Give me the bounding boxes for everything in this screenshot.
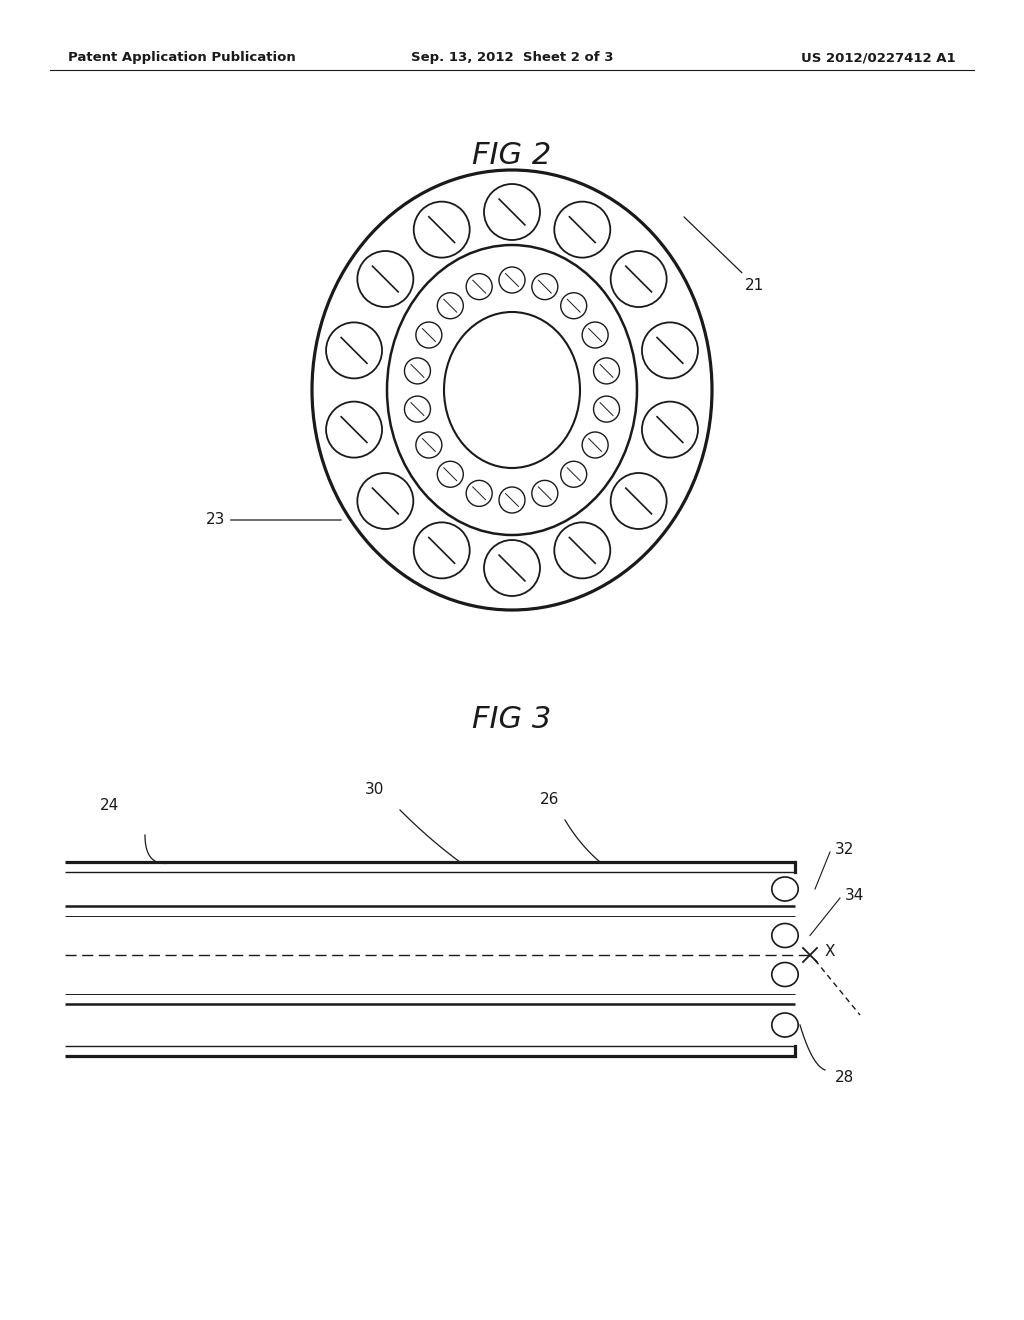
Ellipse shape [484,540,540,597]
Text: 23: 23 [206,512,341,528]
Ellipse shape [404,358,430,384]
Ellipse shape [326,322,382,379]
Ellipse shape [437,461,463,487]
Text: FIG 2: FIG 2 [472,140,552,169]
Text: 34: 34 [845,888,864,903]
Ellipse shape [594,358,620,384]
Ellipse shape [437,293,463,318]
Text: 26: 26 [540,792,559,808]
Ellipse shape [772,1012,798,1038]
Ellipse shape [357,251,414,308]
Text: Patent Application Publication: Patent Application Publication [68,51,296,65]
Ellipse shape [561,293,587,318]
Ellipse shape [466,480,493,507]
Ellipse shape [582,432,608,458]
Ellipse shape [387,246,637,535]
Ellipse shape [499,267,525,293]
Ellipse shape [414,523,470,578]
Ellipse shape [531,480,558,507]
Text: 32: 32 [835,842,854,858]
Ellipse shape [772,924,798,948]
Ellipse shape [444,312,580,469]
Ellipse shape [610,473,667,529]
Ellipse shape [484,183,540,240]
Ellipse shape [772,962,798,986]
Ellipse shape [554,202,610,257]
Ellipse shape [404,396,430,422]
Text: Sep. 13, 2012  Sheet 2 of 3: Sep. 13, 2012 Sheet 2 of 3 [411,51,613,65]
Ellipse shape [561,461,587,487]
Text: 30: 30 [366,783,385,797]
Ellipse shape [414,202,470,257]
Ellipse shape [642,401,698,458]
Ellipse shape [466,273,493,300]
Text: US 2012/0227412 A1: US 2012/0227412 A1 [802,51,956,65]
Ellipse shape [416,432,442,458]
Text: 28: 28 [835,1071,854,1085]
Ellipse shape [610,251,667,308]
Ellipse shape [326,401,382,458]
Ellipse shape [357,473,414,529]
Ellipse shape [312,170,712,610]
Text: FIG 3: FIG 3 [472,705,552,734]
Text: X: X [825,945,836,960]
Ellipse shape [554,523,610,578]
Ellipse shape [499,487,525,513]
Ellipse shape [531,273,558,300]
Ellipse shape [594,396,620,422]
Ellipse shape [416,322,442,348]
Text: 21: 21 [684,216,764,293]
Ellipse shape [642,322,698,379]
Text: 24: 24 [100,797,119,813]
Ellipse shape [582,322,608,348]
Ellipse shape [772,876,798,902]
